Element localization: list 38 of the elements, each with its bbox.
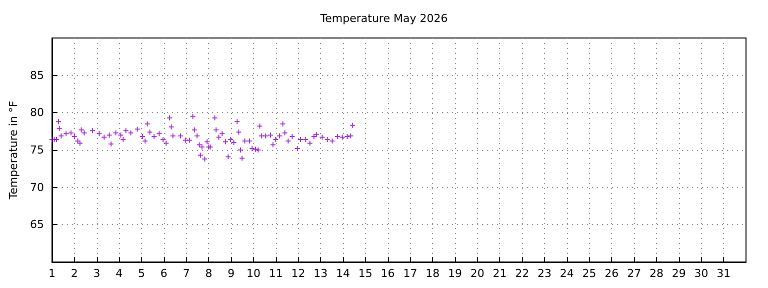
y-axis-title: Temperature in °F bbox=[7, 100, 20, 200]
x-tick-label: 9 bbox=[228, 267, 235, 280]
x-tick-label: 16 bbox=[380, 267, 395, 280]
y-tick-label: 65 bbox=[30, 218, 44, 232]
x-tick-label: 31 bbox=[716, 267, 731, 280]
x-tick-label: 18 bbox=[426, 267, 440, 280]
x-tick-label: 7 bbox=[182, 267, 190, 280]
x-tick-label: 19 bbox=[448, 267, 462, 280]
x-tick-label: 12 bbox=[291, 267, 306, 280]
x-tick-label: 8 bbox=[205, 267, 212, 280]
x-tick-label: 4 bbox=[116, 267, 123, 280]
x-tick-label: 25 bbox=[582, 267, 596, 280]
x-tick-label: 3 bbox=[93, 267, 100, 280]
x-tick-label: 10 bbox=[246, 267, 260, 280]
x-tick-label: 14 bbox=[336, 267, 350, 280]
chart-title: Temperature May 2026 bbox=[319, 12, 448, 25]
x-tick-label: 2 bbox=[70, 267, 78, 280]
x-tick-label: 30 bbox=[694, 267, 708, 280]
x-tick-label: 29 bbox=[672, 267, 686, 280]
x-tick-label: 6 bbox=[160, 267, 168, 280]
x-tick-label: 26 bbox=[604, 267, 619, 280]
x-tick-label: 20 bbox=[470, 267, 484, 280]
x-tick-label: 13 bbox=[314, 267, 328, 280]
x-tick-label: 22 bbox=[515, 267, 530, 280]
x-tick-label: 23 bbox=[538, 267, 552, 280]
x-tick-label: 27 bbox=[627, 267, 642, 280]
y-tick-label: 70 bbox=[30, 180, 44, 194]
y-tick-label: 85 bbox=[30, 68, 44, 82]
x-tick-label: 21 bbox=[492, 267, 507, 280]
x-tick-label: 11 bbox=[268, 267, 283, 280]
x-tick-label: 1 bbox=[48, 267, 56, 280]
x-tick-label: 15 bbox=[358, 267, 372, 280]
x-tick-label: 24 bbox=[560, 267, 574, 280]
x-tick-label: 5 bbox=[138, 267, 146, 280]
y-tick-label: 80 bbox=[30, 106, 44, 120]
y-tick-label: 75 bbox=[30, 144, 44, 156]
x-tick-label: 17 bbox=[403, 267, 418, 280]
x-tick-label: 28 bbox=[649, 267, 664, 280]
